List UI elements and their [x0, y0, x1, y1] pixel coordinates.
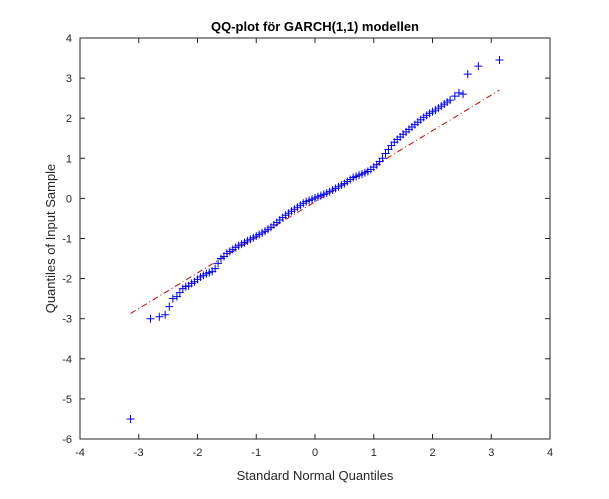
y-tick-label: 1: [66, 153, 72, 165]
y-tick-label: 2: [66, 113, 72, 125]
x-tick-label: 1: [371, 447, 377, 459]
data-point: [474, 62, 483, 71]
y-tick-label: 4: [66, 33, 72, 45]
data-point: [450, 92, 459, 101]
x-tick-label: -1: [251, 447, 261, 459]
y-tick-label: 0: [66, 193, 72, 205]
y-axis-label: Quantiles of Input Sample: [43, 164, 58, 314]
y-tick-label: -1: [62, 234, 72, 246]
plot-area-box: [79, 37, 551, 440]
data-point: [463, 70, 472, 79]
data-point: [165, 302, 174, 311]
data-point: [454, 88, 463, 97]
data-point: [459, 90, 468, 99]
y-tick-label: -6: [62, 434, 72, 446]
y-tick-label: 3: [66, 73, 72, 85]
x-tick-label: 4: [547, 447, 553, 459]
y-tick-label: -4: [62, 354, 72, 366]
data-point: [495, 56, 504, 65]
data-point: [175, 288, 184, 297]
y-axis: -6 -5 -4 -3 -2 -1 0 1 2 3 4: [62, 33, 550, 446]
x-tick-label: -3: [134, 447, 144, 459]
sample-points: [126, 56, 504, 423]
x-tick-label: -2: [193, 447, 203, 459]
data-point: [446, 96, 455, 105]
x-tick-label: 0: [312, 447, 318, 459]
data-point: [378, 154, 387, 163]
y-tick-label: -2: [62, 274, 72, 286]
data-point: [155, 312, 164, 321]
x-tick-label: 2: [429, 447, 435, 459]
data-point: [384, 145, 393, 154]
chart-title: QQ-plot för GARCH(1,1) modellen: [211, 19, 419, 34]
data-point: [126, 414, 135, 423]
data-point: [168, 294, 177, 303]
data-point: [381, 149, 390, 158]
data-point: [172, 292, 181, 301]
data-point: [211, 264, 220, 273]
y-tick-label: -5: [62, 394, 72, 406]
x-tick-label: 3: [488, 447, 494, 459]
y-tick-label: -3: [62, 314, 72, 326]
x-tick-label: -4: [75, 447, 85, 459]
x-axis-label: Standard Normal Quantiles: [237, 468, 394, 483]
data-point: [146, 314, 155, 323]
data-point: [214, 259, 223, 268]
x-axis: -4 -3 -2 -1 0 1 2 3 4: [75, 38, 553, 459]
data-point: [161, 310, 170, 319]
